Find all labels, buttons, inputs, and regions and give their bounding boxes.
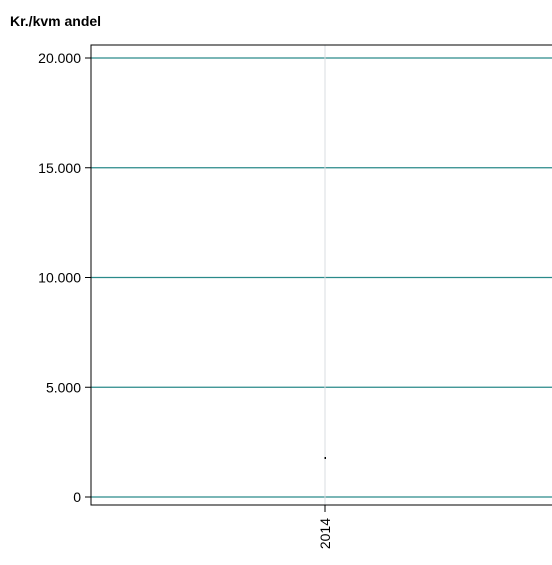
y-tick-label: 5.000 [46, 379, 81, 395]
chart-title: Kr./kvm andel [10, 13, 102, 29]
y-axis: 0 5.000 10.000 15.000 20.000 [38, 50, 91, 505]
series [324, 456, 326, 459]
y-tick-label: 10.000 [38, 270, 81, 286]
gridlines [91, 57, 552, 498]
y-tick-label: 15.000 [38, 160, 81, 176]
y-tick-label: 20.000 [38, 50, 81, 66]
x-axis: 2014 [317, 505, 333, 549]
y-tick-label: 0 [73, 489, 81, 505]
x-tick-label: 2014 [317, 518, 333, 549]
data-point [324, 456, 326, 459]
plot-frame [90, 44, 552, 506]
